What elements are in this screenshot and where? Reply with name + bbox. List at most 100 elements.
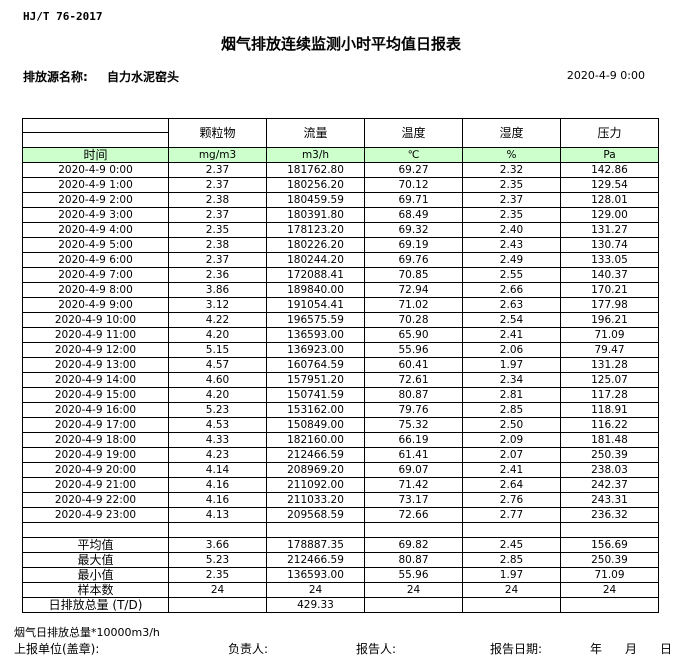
unit-cell: m3/h [266,147,365,163]
value-cell: 196575.59 [266,312,365,328]
value-cell: 2.37 [168,252,267,268]
value-cell: 2.40 [462,222,561,238]
value-cell: 72.66 [364,507,463,523]
value-cell: 61.41 [364,447,463,463]
value-cell: 2.77 [462,507,561,523]
row-label-cell: 2020-4-9 20:00 [22,462,169,478]
value-cell: 24 [364,582,463,598]
blank-row [22,522,659,538]
value-cell: 4.57 [168,357,267,373]
value-cell: 4.22 [168,312,267,328]
unit-cell: mg/m3 [168,147,267,163]
column-header: 流量 [266,118,365,148]
value-cell: 4.53 [168,417,267,433]
time-header: 时间 [22,147,169,163]
row-label-cell: 2020-4-9 4:00 [22,222,169,238]
value-cell [364,522,463,538]
footnote: 烟气日排放总量*10000m3/h [14,626,160,639]
value-cell: 72.61 [364,372,463,388]
row-label-cell: 2020-4-9 18:00 [22,432,169,448]
value-cell: 178123.20 [266,222,365,238]
value-cell [462,522,561,538]
value-cell: 2.35 [462,177,561,193]
value-cell: 131.28 [560,357,659,373]
row-label-cell: 2020-4-9 10:00 [22,312,169,328]
value-cell: 128.01 [560,192,659,208]
value-cell: 156.69 [560,537,659,553]
value-cell: 68.49 [364,207,463,223]
value-cell: 2.66 [462,282,561,298]
value-cell: 60.41 [364,357,463,373]
report-title: 烟气排放连续监测小时平均值日报表 [220,35,461,53]
value-cell: 2.09 [462,432,561,448]
value-cell: 75.32 [364,417,463,433]
value-cell: 2.50 [462,417,561,433]
column-header: 压力 [560,118,659,148]
value-cell: 2.32 [462,162,561,178]
table-row: 2020-4-9 13:00 4.57 160764.59 60.41 1.97 131.… [22,357,659,373]
row-label-cell: 平均值 [22,537,169,553]
value-cell: 429.33 [266,597,365,613]
value-cell: 133.05 [560,252,659,268]
value-cell: 150849.00 [266,417,365,433]
row-label-cell: 最小值 [22,567,169,583]
value-cell: 4.16 [168,477,267,493]
table-row: 2020-4-9 14:00 4.60 157951.20 72.61 2.34 125.… [22,372,659,388]
row-label-cell: 2020-4-9 5:00 [22,237,169,253]
row-label-cell: 2020-4-9 11:00 [22,327,169,343]
row-label-cell: 样本数 [22,582,169,598]
value-cell: 2.36 [168,267,267,283]
value-cell: 2.38 [168,192,267,208]
row-label-cell: 2020-4-9 13:00 [22,357,169,373]
value-cell: 170.21 [560,282,659,298]
summary-row: 最大值 5.23 212466.59 80.87 2.85 250.39 [22,552,659,568]
value-cell: 80.87 [364,387,463,403]
value-cell: 130.74 [560,237,659,253]
value-cell: 180256.20 [266,177,365,193]
value-cell: 2.35 [168,222,267,238]
value-cell [168,522,267,538]
value-cell: 2.41 [462,327,561,343]
value-cell: 212466.59 [266,552,365,568]
table-row: 2020-4-9 6:00 2.37 180244.20 69.76 2.49 133.0… [22,252,659,268]
row-label-cell: 2020-4-9 15:00 [22,387,169,403]
value-cell: 69.32 [364,222,463,238]
row-label-cell: 2020-4-9 0:00 [22,162,169,178]
source-value: 自力水泥窑头 [107,70,180,84]
row-label-cell: 2020-4-9 2:00 [22,192,169,208]
value-cell: 2.35 [462,207,561,223]
unit-cell: % [462,147,561,163]
reporter-label: 报告人: [356,642,397,656]
value-cell: 2.37 [168,207,267,223]
value-cell [266,522,365,538]
value-cell: 2.41 [462,462,561,478]
value-cell: 181762.80 [266,162,365,178]
value-cell: 66.19 [364,432,463,448]
row-label-cell: 2020-4-9 19:00 [22,447,169,463]
value-cell: 79.47 [560,342,659,358]
value-cell: 182160.00 [266,432,365,448]
value-cell: 69.19 [364,237,463,253]
value-cell: 2.07 [462,447,561,463]
value-cell: 242.37 [560,477,659,493]
value-cell: 4.14 [168,462,267,478]
value-cell: 55.96 [364,342,463,358]
year-label: 年 [590,642,603,656]
value-cell: 118.91 [560,402,659,418]
row-label-cell: 2020-4-9 23:00 [22,507,169,523]
row-label-cell: 2020-4-9 21:00 [22,477,169,493]
value-cell: 208969.20 [266,462,365,478]
value-cell: 4.60 [168,372,267,388]
value-cell: 2.85 [462,402,561,418]
value-cell: 24 [462,582,561,598]
value-cell: 2.63 [462,297,561,313]
value-cell: 24 [560,582,659,598]
value-cell: 2.55 [462,267,561,283]
value-cell: 131.27 [560,222,659,238]
value-cell: 3.12 [168,297,267,313]
column-header: 湿度 [462,118,561,148]
table-row: 2020-4-9 17:00 4.53 150849.00 75.32 2.50 116.… [22,417,659,433]
value-cell: 153162.00 [266,402,365,418]
row-label-cell: 2020-4-9 3:00 [22,207,169,223]
month-label: 月 [625,642,638,656]
